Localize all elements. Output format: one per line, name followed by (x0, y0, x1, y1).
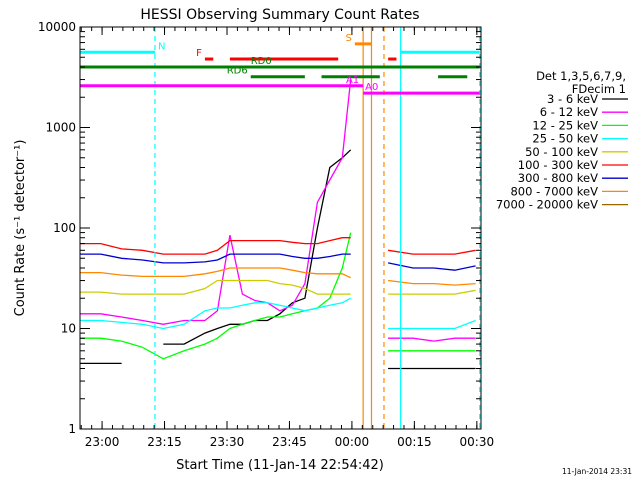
flag-label-rd6: RD6 (227, 66, 248, 77)
legend-label-7: 800 - 7000 keV (510, 184, 598, 198)
y-tick-label-3: 1000 (45, 121, 76, 135)
y-tick-label-0: 1 (68, 422, 76, 436)
x-tick-label-0: 23:00 (85, 435, 120, 449)
x-axis: 23:00 23:15 23:30 23:45 00:00 00:15 00:30 (80, 27, 495, 449)
x-tick-label-3: 23:45 (272, 435, 307, 449)
x-tick-label-5: 00:15 (397, 435, 432, 449)
x-tick-label-1: 23:15 (147, 435, 182, 449)
chart-title: HESSI Observing Summary Count Rates (140, 7, 419, 23)
series-line-7 (80, 267, 476, 286)
y-tick-label-4: 10000 (38, 20, 76, 34)
legend-header-detectors: Det 1,3,5,6,7,9, (536, 69, 626, 83)
y-axis-label: Count Rate (s⁻¹ detector⁻¹) (13, 140, 28, 317)
footer-timestamp: 11-Jan-2014 23:31 (562, 467, 632, 476)
flag-label-f: F (196, 48, 202, 59)
series-line-5 (80, 237, 476, 255)
legend-label-2: 12 - 25 keV (532, 118, 598, 132)
legend-label-5: 100 - 300 keV (518, 158, 598, 172)
x-tick-label-4: 00:00 (335, 435, 370, 449)
legend-label-8: 7000 - 20000 keV (496, 198, 598, 212)
flag-label-a1: A1 (346, 75, 359, 86)
x-axis-label: Start Time (11-Jan-14 22:54:42) (176, 458, 384, 473)
legend-label-4: 50 - 100 keV (525, 145, 598, 159)
legend-label-3: 25 - 50 keV (532, 132, 598, 146)
flag-label-n: N (158, 41, 165, 52)
flag-label-a0: A0 (365, 82, 378, 93)
flag-label-s: S (345, 33, 351, 44)
series-line-3 (80, 297, 476, 330)
y-tick-label-2: 100 (53, 221, 76, 235)
x-tick-label-6: 00:30 (460, 435, 495, 449)
legend-label-0: 3 - 6 keV (547, 92, 598, 106)
y-axis: 1 10 100 1000 10000 (38, 20, 481, 436)
y-tick-label-1: 10 (61, 322, 76, 336)
flag-label-rd0: RD0 (251, 56, 272, 67)
series-line-4 (80, 279, 476, 295)
series-line-1 (80, 79, 476, 342)
legend-header-decimation: FDecim 1 (572, 82, 626, 96)
series-line-6 (80, 253, 476, 271)
x-tick-label-2: 23:30 (210, 435, 245, 449)
legend-label-1: 6 - 12 keV (540, 105, 598, 119)
legend-label-6: 300 - 800 keV (518, 171, 598, 185)
